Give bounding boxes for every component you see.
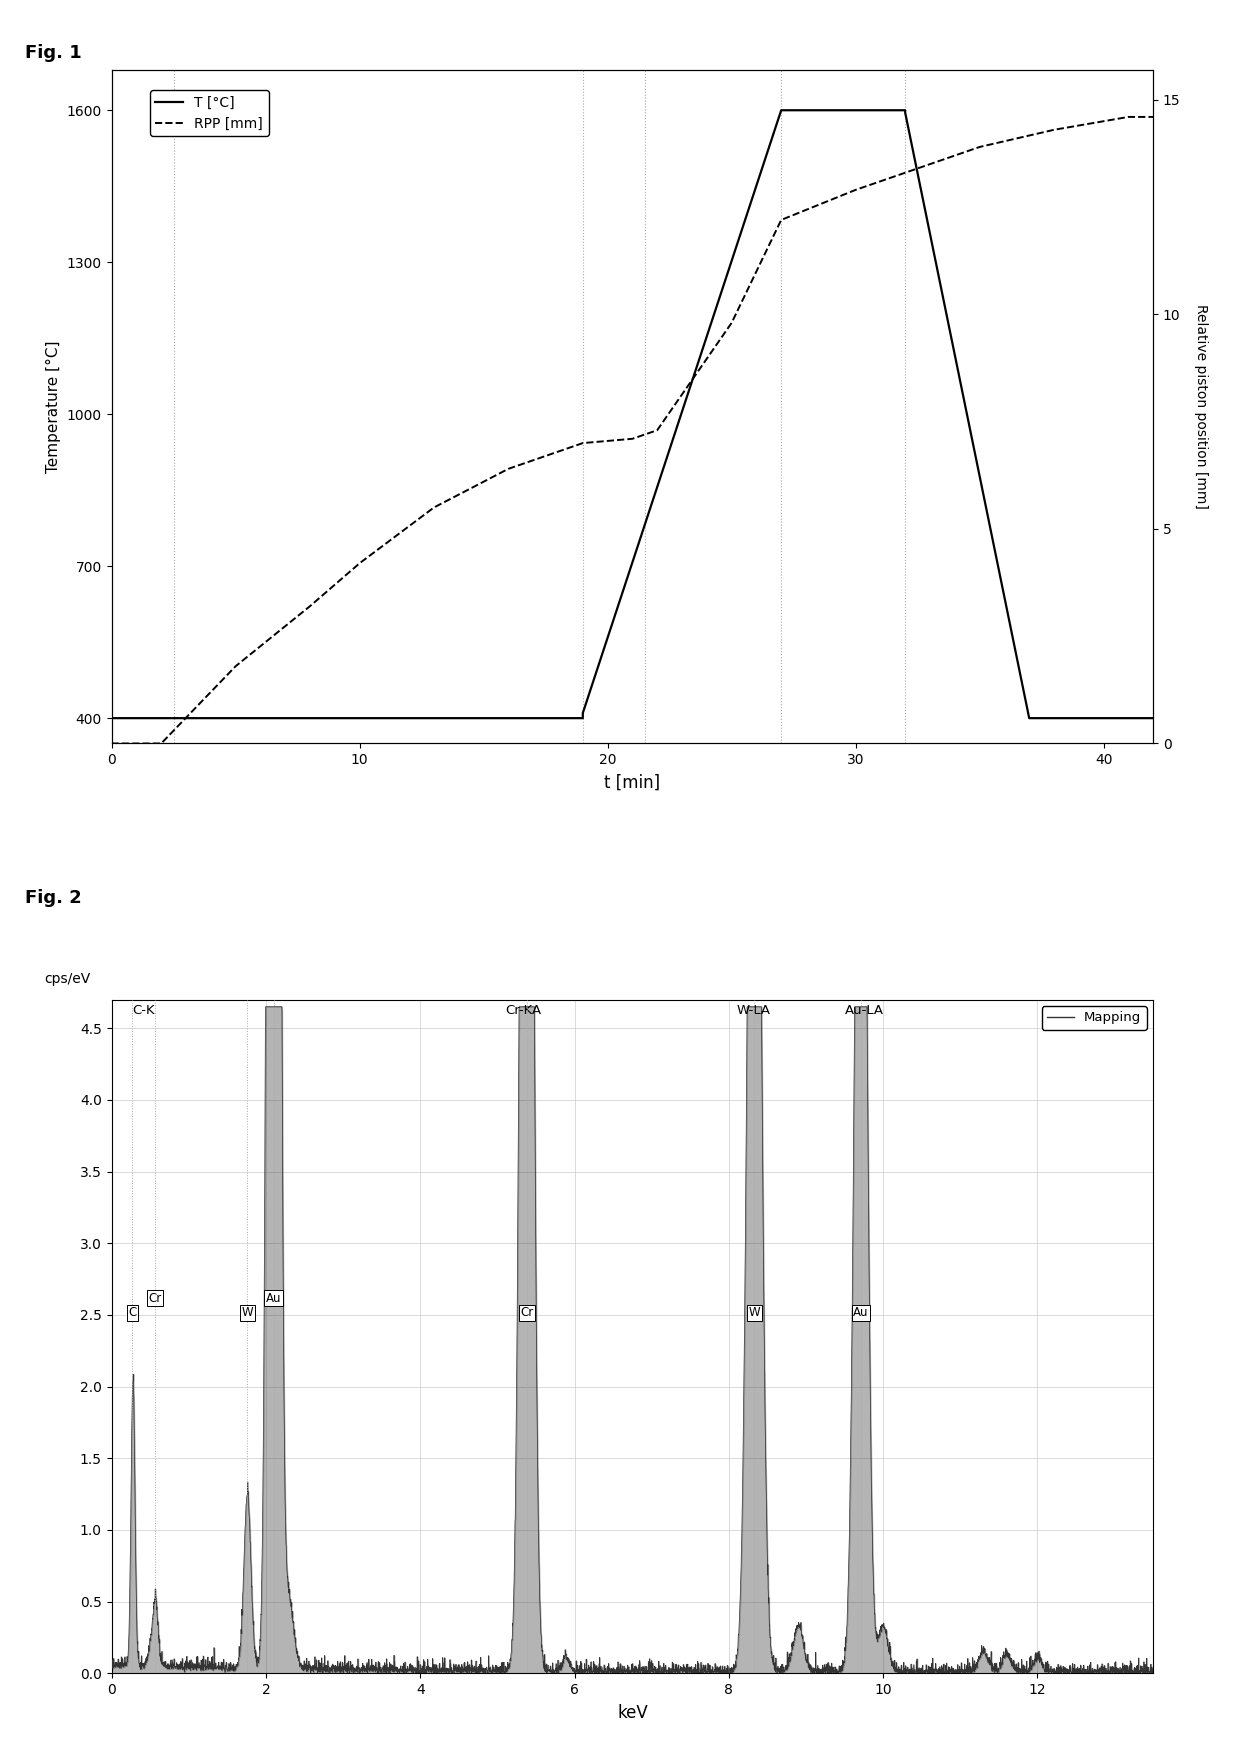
Text: cps/eV: cps/eV	[43, 973, 91, 987]
RPP [mm]	[104, 734, 119, 755]
RPP [mm]	[650, 420, 665, 441]
Text: Au: Au	[853, 1306, 868, 1319]
RPP [mm]	[1047, 119, 1061, 139]
Text: W: W	[242, 1306, 253, 1319]
Line: T [°C]: T [°C]	[112, 110, 1153, 718]
T [°C]	[166, 708, 181, 729]
Text: W-LA: W-LA	[737, 1004, 770, 1016]
Legend: Mapping: Mapping	[1042, 1006, 1147, 1030]
Text: Cr: Cr	[520, 1306, 533, 1319]
Line: RPP [mm]: RPP [mm]	[112, 117, 1153, 744]
Text: Au: Au	[265, 1292, 281, 1306]
RPP [mm]	[1146, 106, 1161, 127]
Text: C: C	[128, 1306, 136, 1319]
RPP [mm]	[427, 497, 441, 518]
RPP [mm]	[898, 162, 913, 183]
RPP [mm]	[166, 720, 181, 741]
T [°C]	[575, 708, 590, 729]
T [°C]	[575, 702, 590, 723]
T [°C]	[1146, 708, 1161, 729]
RPP [mm]	[154, 734, 169, 755]
X-axis label: keV: keV	[618, 1705, 647, 1722]
Text: C-K: C-K	[133, 1004, 155, 1016]
Y-axis label: Relative piston position [mm]: Relative piston position [mm]	[1194, 305, 1208, 509]
RPP [mm]	[848, 180, 863, 200]
RPP [mm]	[352, 553, 367, 573]
Text: W: W	[749, 1306, 760, 1319]
T [°C]	[898, 99, 913, 120]
Text: Cr: Cr	[149, 1292, 161, 1306]
RPP [mm]	[575, 432, 590, 453]
Text: Au-LA: Au-LA	[844, 1004, 884, 1016]
Text: Cr-KA: Cr-KA	[505, 1004, 541, 1016]
Y-axis label: Temperature [°C]: Temperature [°C]	[46, 340, 61, 472]
Text: Fig. 2: Fig. 2	[25, 889, 82, 906]
T [°C]	[898, 103, 913, 124]
RPP [mm]	[625, 429, 640, 450]
RPP [mm]	[774, 209, 789, 230]
T [°C]	[774, 99, 789, 120]
Legend: T [°C], RPP [mm]: T [°C], RPP [mm]	[150, 91, 269, 136]
RPP [mm]	[972, 136, 987, 157]
T [°C]	[104, 708, 119, 729]
RPP [mm]	[303, 596, 317, 617]
RPP [mm]	[501, 458, 516, 479]
RPP [mm]	[228, 655, 243, 676]
RPP [mm]	[724, 312, 739, 333]
X-axis label: t [min]: t [min]	[604, 774, 661, 791]
RPP [mm]	[1121, 106, 1136, 127]
Text: Fig. 1: Fig. 1	[25, 44, 82, 61]
T [°C]	[1022, 708, 1037, 729]
